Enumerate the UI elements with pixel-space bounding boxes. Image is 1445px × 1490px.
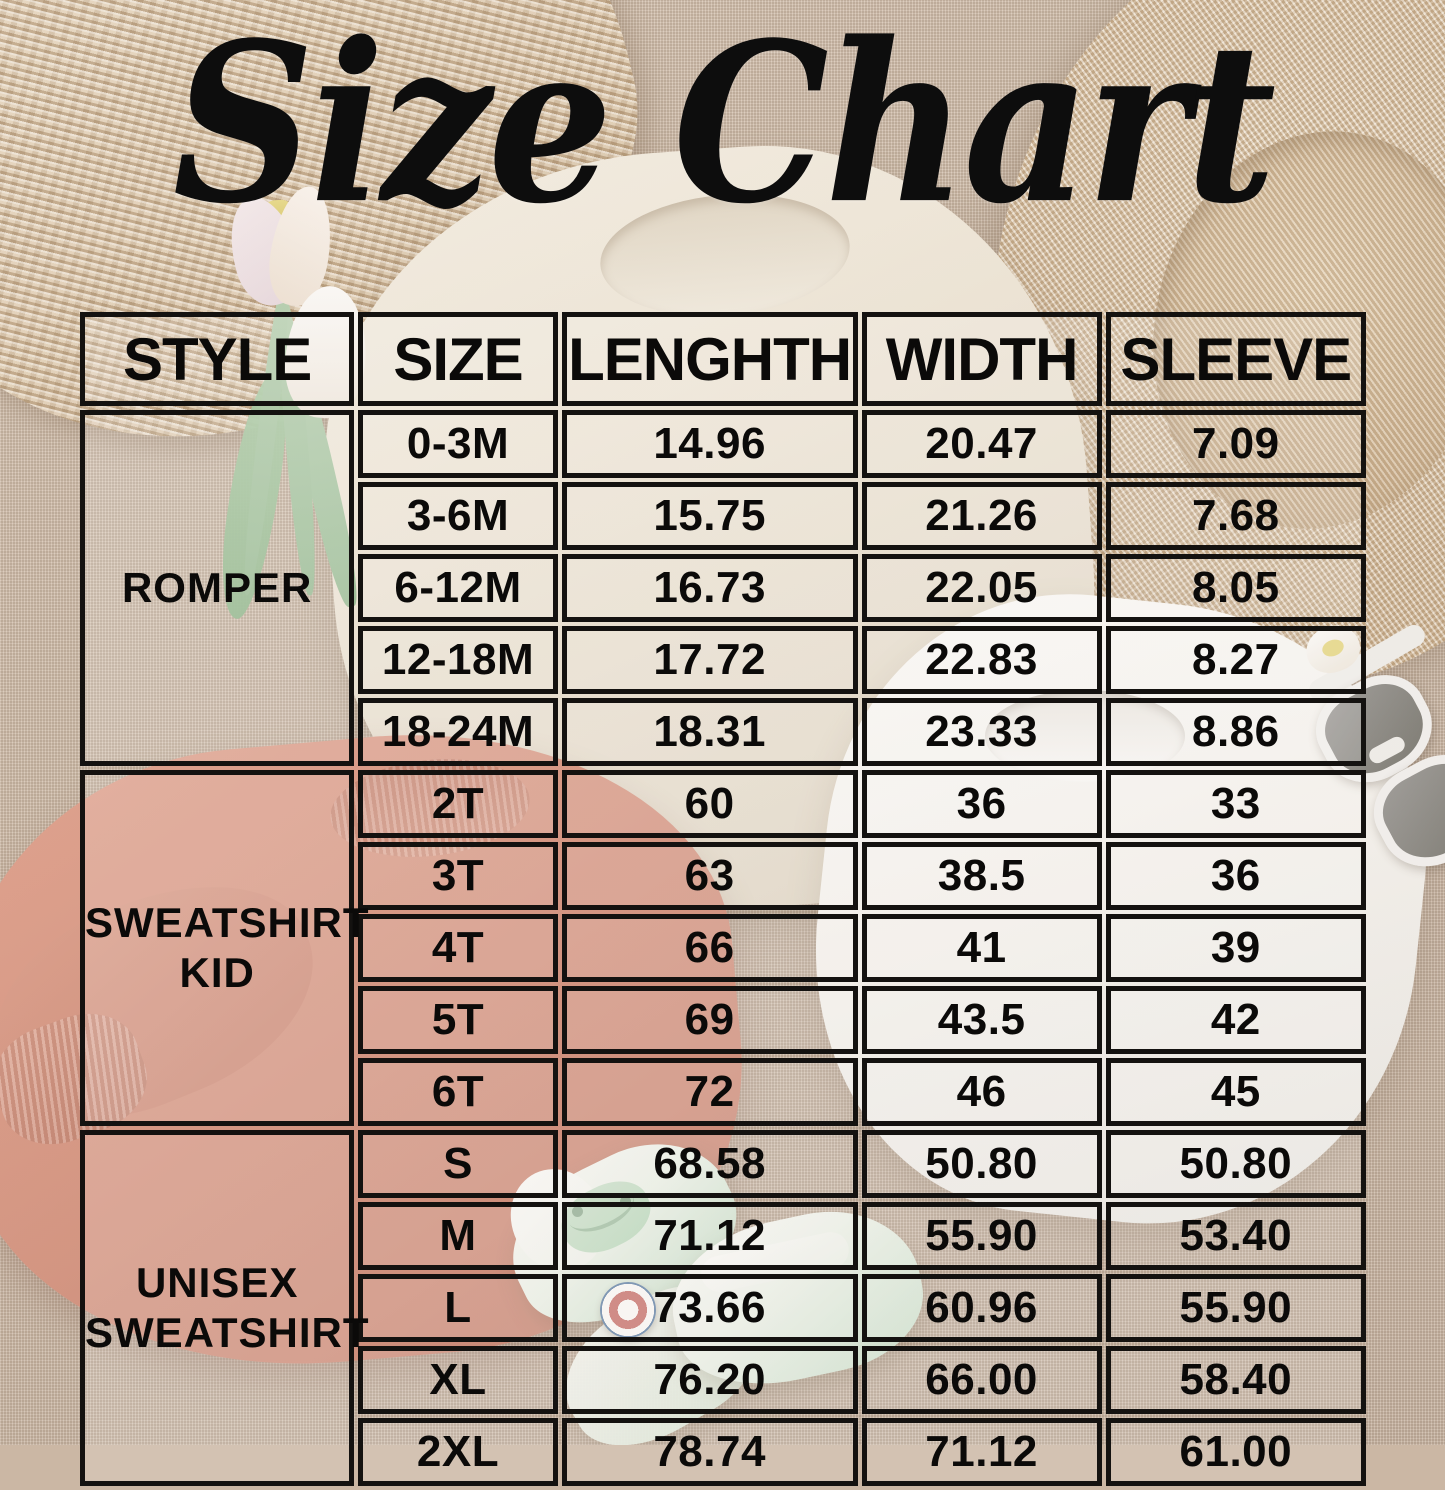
style-cell-sweatshirt-kid: SWEATSHIRT KID: [80, 770, 369, 1126]
table-row: ROMPER 0-3M 14.96 20.47 7.09: [80, 410, 1366, 766]
size-cell: 12-18M: [358, 626, 558, 694]
table-row: M 71.12 55.90 53.40: [80, 1202, 1366, 1270]
table-row: UNISEX SWEATSHIRT S 68.58 50.80 50.80: [80, 1130, 1366, 1486]
size-cell: 4T: [358, 914, 558, 982]
length-cell: 71.12: [561, 1202, 858, 1270]
size-chart: STYLE SIZE LENGHTH WIDTH SLEEVE ROMPER 0…: [76, 308, 1370, 1486]
column-header-sleeve: SLEEVE: [1105, 312, 1366, 406]
table-row: 18-24M 18.31 23.33 8.86: [80, 698, 1366, 766]
width-cell: 55.90: [861, 1202, 1102, 1270]
size-cell: 0-3M: [358, 410, 558, 478]
size-cell: 18-24M: [358, 698, 558, 766]
length-cell: 69: [561, 986, 858, 1054]
style-cell-romper: ROMPER: [80, 410, 355, 766]
sleeve-cell: 42: [1105, 986, 1366, 1054]
width-cell: 43.5: [861, 986, 1102, 1054]
sneaker-eye-icon: [572, 1206, 583, 1217]
size-cell: M: [358, 1202, 558, 1270]
column-header-style: STYLE: [80, 312, 355, 406]
size-cell: L: [358, 1274, 558, 1342]
sleeve-cell: 55.90: [1105, 1274, 1366, 1342]
table-body: ROMPER 0-3M 14.96 20.47 7.09 3-6M 15.75 …: [80, 410, 1366, 1486]
sleeve-cell: 8.86: [1105, 698, 1366, 766]
page-title: Size Chart: [172, 0, 1277, 253]
sleeve-cell: 53.40: [1105, 1202, 1366, 1270]
width-cell: 66.00: [861, 1346, 1102, 1414]
length-cell: 60: [561, 770, 858, 838]
sleeve-cell: 36: [1105, 842, 1366, 910]
column-header-width: WIDTH: [861, 312, 1102, 406]
width-cell: 36: [861, 770, 1102, 838]
table-row: 5T 69 43.5 42: [80, 986, 1366, 1054]
size-cell: 2XL: [358, 1418, 558, 1486]
table-row: 12-18M 17.72 22.83 8.27: [80, 626, 1366, 694]
width-cell: 22.05: [861, 554, 1102, 622]
size-cell: 2T: [358, 770, 558, 838]
size-cell: S: [358, 1130, 558, 1198]
style-cell-unisex-sweatshirt: UNISEX SWEATSHIRT: [80, 1130, 369, 1486]
length-cell: 14.96: [561, 410, 858, 478]
length-cell: 76.20: [561, 1346, 858, 1414]
table-row: 3-6M 15.75 21.26 7.68: [80, 482, 1366, 550]
sleeve-cell: 8.27: [1105, 626, 1366, 694]
width-cell: 60.96: [861, 1274, 1102, 1342]
size-cell: 6-12M: [358, 554, 558, 622]
length-cell: 68.58: [561, 1130, 858, 1198]
width-cell: 23.33: [861, 698, 1102, 766]
sleeve-cell: 61.00: [1105, 1418, 1366, 1486]
column-header-size: SIZE: [358, 312, 558, 406]
size-cell: 3T: [358, 842, 558, 910]
table-row: 6-12M 16.73 22.05 8.05: [80, 554, 1366, 622]
table-row: 3T 63 38.5 36: [80, 842, 1366, 910]
length-cell: 17.72: [561, 626, 858, 694]
length-cell: 66: [561, 914, 858, 982]
sleeve-cell: 7.68: [1105, 482, 1366, 550]
length-cell: 78.74: [561, 1418, 858, 1486]
table-header: STYLE SIZE LENGHTH WIDTH SLEEVE: [80, 312, 1366, 406]
length-cell: 63: [561, 842, 858, 910]
sleeve-cell: 45: [1105, 1058, 1366, 1126]
table-row: 6T 72 46 45: [80, 1058, 1366, 1126]
column-header-length: LENGHTH: [561, 312, 858, 406]
table-row: L 73.66 60.96 55.90: [80, 1274, 1366, 1342]
sleeve-cell: 58.40: [1105, 1346, 1366, 1414]
size-cell: XL: [358, 1346, 558, 1414]
size-cell: 5T: [358, 986, 558, 1054]
width-cell: 38.5: [861, 842, 1102, 910]
sleeve-cell: 33: [1105, 770, 1366, 838]
length-cell: 72: [561, 1058, 858, 1126]
length-cell: 16.73: [561, 554, 858, 622]
size-cell: 3-6M: [358, 482, 558, 550]
width-cell: 71.12: [861, 1418, 1102, 1486]
sneaker-eye-icon: [620, 1196, 631, 1207]
width-cell: 20.47: [861, 410, 1102, 478]
width-cell: 21.26: [861, 482, 1102, 550]
width-cell: 22.83: [861, 626, 1102, 694]
size-cell: 6T: [358, 1058, 558, 1126]
length-cell: 73.66: [561, 1274, 858, 1342]
sleeve-cell: 8.05: [1105, 554, 1366, 622]
table-row: SWEATSHIRT KID 2T 60 36 33: [80, 770, 1366, 1126]
table-row: XL 76.20 66.00 58.40: [80, 1346, 1366, 1414]
width-cell: 50.80: [861, 1130, 1102, 1198]
width-cell: 41: [861, 914, 1102, 982]
sleeve-cell: 7.09: [1105, 410, 1366, 478]
size-chart-table: STYLE SIZE LENGHTH WIDTH SLEEVE ROMPER 0…: [76, 308, 1370, 1490]
sleeve-cell: 50.80: [1105, 1130, 1366, 1198]
white-sweatshirt-collar: [985, 690, 1185, 782]
table-row: 4T 66 41 39: [80, 914, 1366, 982]
length-cell: 15.75: [561, 482, 858, 550]
header-row: STYLE SIZE LENGHTH WIDTH SLEEVE: [80, 312, 1366, 406]
sleeve-cell: 39: [1105, 914, 1366, 982]
length-cell: 18.31: [561, 698, 858, 766]
width-cell: 46: [861, 1058, 1102, 1126]
